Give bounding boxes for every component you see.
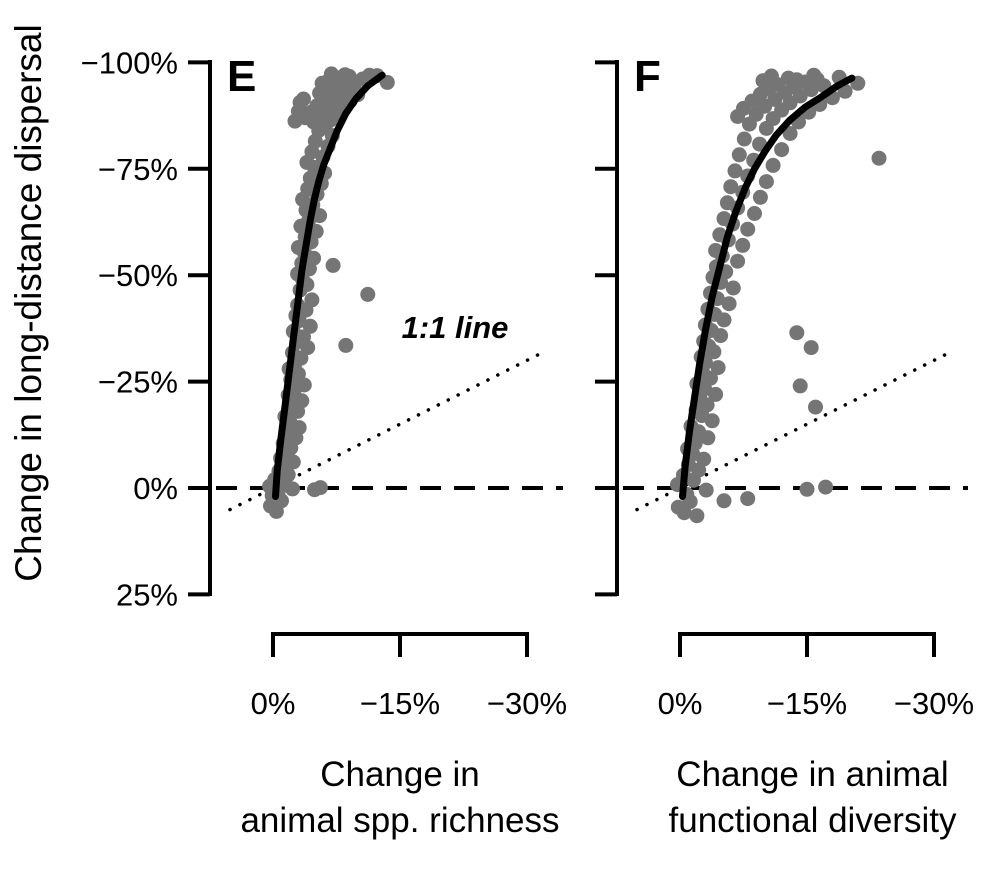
scatter-point (689, 508, 705, 524)
scatter-point (727, 163, 743, 179)
scatter-point (731, 147, 747, 163)
x-axis-title-f: Change in animal functional diversity (645, 752, 980, 844)
trend-curve (679, 74, 856, 500)
scatter-point (740, 491, 756, 507)
scatter-point (736, 131, 752, 147)
y-tick-label: −100% (81, 45, 178, 80)
scatter-point (716, 493, 732, 509)
scatter-point (723, 179, 739, 195)
panel-label-f: F (634, 52, 661, 101)
x-tick-label: −30% (894, 686, 974, 721)
scatter-point (789, 325, 805, 341)
y-tick-label: −75% (98, 152, 178, 187)
scatter-point (325, 257, 341, 273)
scatter-point (296, 377, 312, 393)
scatter-point (747, 206, 762, 221)
scatter-point (360, 286, 376, 302)
x-axis-title-f-line2: functional diversity (668, 801, 957, 840)
scatter-point (730, 253, 746, 269)
scatter-point (808, 399, 823, 415)
scatter-point (782, 126, 798, 141)
x-tick-label: 0% (251, 686, 296, 721)
x-tick-label: −15% (360, 686, 440, 721)
scatter-point (296, 91, 311, 107)
scatter-point (792, 378, 808, 394)
scatter-point (818, 479, 834, 495)
scatter-point (740, 221, 756, 237)
scatter-point (774, 142, 790, 158)
scatter-point (758, 174, 774, 190)
x-tick-label: 0% (658, 686, 703, 721)
scatter-point (725, 280, 741, 296)
scatter-point (312, 480, 328, 496)
scatter-point (799, 481, 815, 497)
scatter-point (302, 318, 318, 334)
scatter-point (806, 67, 822, 83)
scatter-point (765, 157, 781, 173)
scatter-point (304, 292, 320, 308)
x-tick-label: −30% (487, 686, 567, 721)
scatter-point (716, 211, 732, 227)
scatter-point (763, 68, 779, 84)
scatter-point (721, 296, 737, 312)
one-to-one-line (228, 351, 543, 512)
one-to-one-line-label: 1:1 line (401, 310, 509, 345)
scatter-point (710, 360, 726, 376)
scatter-point (752, 189, 768, 205)
y-tick-label: 0% (133, 471, 178, 506)
one-to-one-line (635, 351, 950, 512)
x-axis-title-e-line1: Change in (320, 755, 480, 794)
x-axis-title-e: Change in animal spp. richness (235, 752, 565, 844)
scatter-point (803, 340, 819, 356)
scatter-point (789, 72, 805, 88)
scatter-point (670, 499, 686, 515)
x-axis-title-f-line1: Change in animal (676, 755, 949, 794)
scatter-point (698, 482, 714, 498)
y-tick-label: −25% (98, 365, 178, 400)
scatter-point (294, 393, 310, 409)
x-tick-label: −15% (767, 686, 847, 721)
x-axis-title-e-line2: animal spp. richness (240, 801, 560, 840)
scatter-point (871, 150, 887, 166)
y-axis-title: Change in long-distance dispersal (8, 24, 49, 582)
scatter-point (337, 67, 353, 83)
scatter-point (735, 237, 751, 253)
trend-curve (272, 71, 386, 500)
scatter-point (323, 66, 339, 82)
y-tick-label: 25% (116, 577, 178, 612)
panel-label-e: E (227, 52, 257, 101)
scatter-point (338, 337, 354, 353)
scatter-point (719, 195, 735, 211)
y-tick-label: −50% (98, 258, 178, 293)
scatter-point (708, 243, 724, 258)
